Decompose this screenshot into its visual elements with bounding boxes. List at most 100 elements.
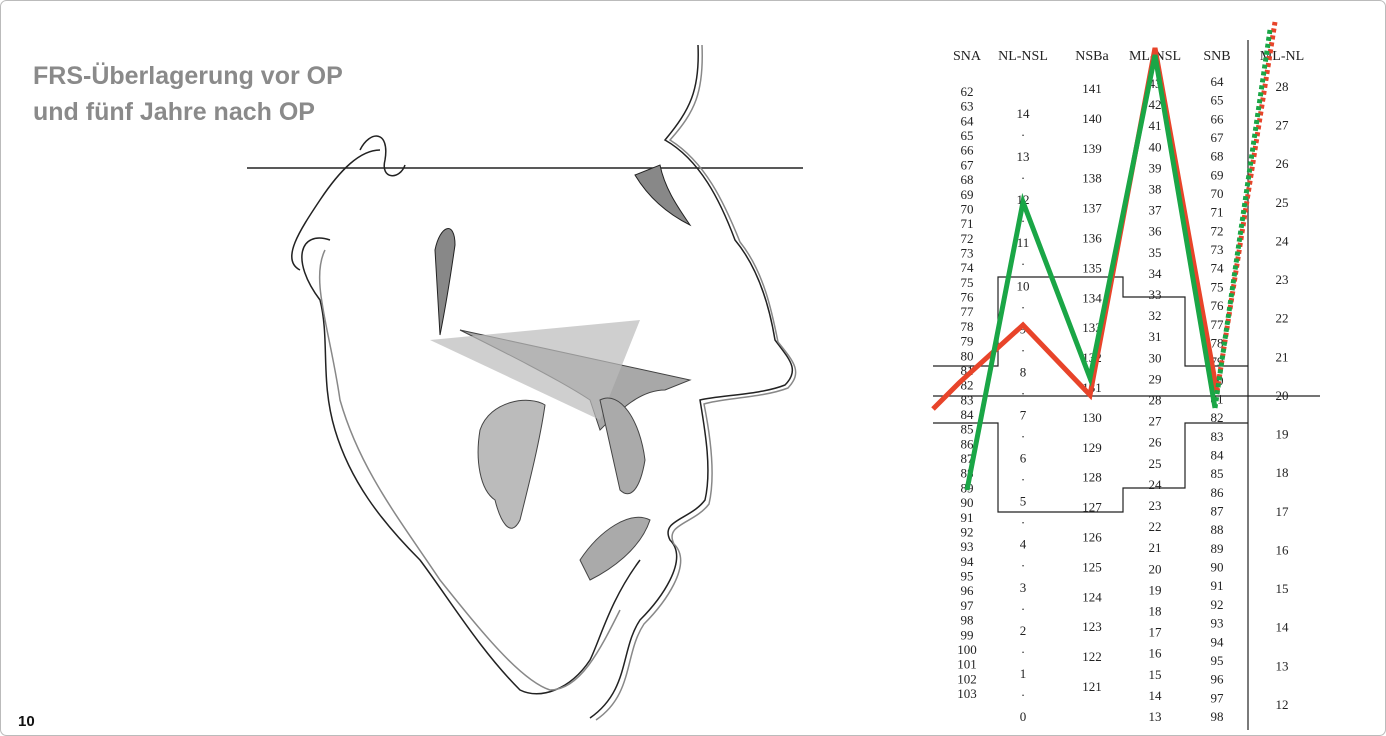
column-value: 17 bbox=[1276, 504, 1290, 519]
column-value: 91 bbox=[1211, 578, 1224, 593]
title-line: und fünf Jahre nach OP bbox=[33, 98, 315, 126]
column-value: · bbox=[1021, 386, 1025, 401]
column-value: 0 bbox=[1020, 709, 1027, 724]
title-line: FRS-Überlagerung vor OP bbox=[33, 61, 343, 90]
column-value: 134 bbox=[1082, 290, 1102, 305]
column-value: 75 bbox=[961, 275, 974, 290]
column-value: 2 bbox=[1020, 623, 1027, 638]
column-value: 7 bbox=[1020, 407, 1027, 422]
column-value: 14 bbox=[1017, 106, 1031, 121]
column-value: 17 bbox=[1149, 625, 1163, 640]
column-value: 94 bbox=[1211, 634, 1225, 649]
column-value: 62 bbox=[961, 84, 974, 99]
column-value: · bbox=[1021, 687, 1025, 702]
column-value: 93 bbox=[1211, 616, 1224, 631]
column-value: 70 bbox=[1211, 186, 1224, 201]
column-value: 63 bbox=[961, 99, 974, 114]
column-value: 23 bbox=[1149, 498, 1162, 513]
column-value: 86 bbox=[961, 436, 975, 451]
column-value: 96 bbox=[1211, 672, 1225, 687]
column-value: 33 bbox=[1149, 287, 1162, 302]
column-value: · bbox=[1021, 472, 1025, 487]
column-value: 126 bbox=[1082, 529, 1102, 544]
column-value: 1 bbox=[1020, 666, 1027, 681]
column-header: SNA bbox=[953, 49, 982, 64]
column-value: 83 bbox=[1211, 429, 1224, 444]
column-value: 95 bbox=[961, 569, 974, 584]
column-value: 13 bbox=[1017, 149, 1030, 164]
column-value: 20 bbox=[1276, 388, 1289, 403]
column-value: 3 bbox=[1020, 580, 1027, 595]
column-value: 15 bbox=[1149, 667, 1162, 682]
figure-number: 10 bbox=[18, 713, 35, 730]
column-value: 123 bbox=[1082, 619, 1102, 634]
column-value: 38 bbox=[1149, 181, 1162, 196]
column-value: 100 bbox=[957, 642, 977, 657]
column-value: 78 bbox=[961, 319, 974, 334]
column-value: 24 bbox=[1149, 477, 1163, 492]
column-value: 23 bbox=[1276, 272, 1289, 287]
column-value: 83 bbox=[961, 392, 974, 407]
column-value: 125 bbox=[1082, 559, 1102, 574]
column-value: 28 bbox=[1149, 392, 1162, 407]
column-value: 73 bbox=[961, 245, 974, 260]
column-value: 80 bbox=[961, 348, 974, 363]
column-value: 90 bbox=[1211, 560, 1224, 575]
column-value: · bbox=[1021, 558, 1025, 573]
column-value: 41 bbox=[1149, 118, 1162, 133]
column-value: 8 bbox=[1020, 364, 1027, 379]
column-value: 25 bbox=[1276, 195, 1289, 210]
column-value: 99 bbox=[961, 627, 974, 642]
column-value: 129 bbox=[1082, 440, 1102, 455]
column-value: 86 bbox=[1211, 485, 1225, 500]
column-value: 13 bbox=[1276, 658, 1289, 673]
column-value: 24 bbox=[1276, 233, 1290, 248]
column-value: 14 bbox=[1276, 620, 1290, 635]
column-value: · bbox=[1021, 257, 1025, 272]
page: FRS-Überlagerung vor OP und fünf Jahre n… bbox=[0, 0, 1386, 736]
column-value: 37 bbox=[1149, 203, 1163, 218]
column-value: 40 bbox=[1149, 139, 1162, 154]
column-value: 31 bbox=[1149, 329, 1162, 344]
column-value: 16 bbox=[1149, 646, 1163, 661]
column-value: 69 bbox=[1211, 167, 1224, 182]
column-value: 22 bbox=[1276, 311, 1289, 326]
column-value: 15 bbox=[1276, 581, 1289, 596]
column-value: 135 bbox=[1082, 260, 1102, 275]
column-value: 84 bbox=[1211, 448, 1225, 463]
column-value: · bbox=[1021, 429, 1025, 444]
column-value: 141 bbox=[1082, 81, 1102, 96]
column-value: 67 bbox=[961, 157, 975, 172]
column-value: 82 bbox=[1211, 410, 1224, 425]
column-value: 70 bbox=[961, 201, 974, 216]
column-value: 76 bbox=[1211, 298, 1225, 313]
column-value: 10 bbox=[1017, 278, 1030, 293]
column-value: 36 bbox=[1149, 224, 1163, 239]
column-header: NL-NSL bbox=[998, 49, 1048, 64]
column-header: NSBa bbox=[1075, 49, 1109, 64]
column-header: SNB bbox=[1203, 49, 1230, 64]
column-value: 96 bbox=[961, 583, 975, 598]
column-value: 12 bbox=[1276, 697, 1289, 712]
column-value: 13 bbox=[1149, 709, 1162, 724]
column-value: 69 bbox=[961, 187, 974, 202]
column-value: 97 bbox=[961, 598, 975, 613]
column-value: 97 bbox=[1211, 690, 1225, 705]
column-value: 128 bbox=[1082, 470, 1102, 485]
column-value: 92 bbox=[961, 524, 974, 539]
column-value: 91 bbox=[961, 510, 974, 525]
column-value: 22 bbox=[1149, 519, 1162, 534]
column-value: 130 bbox=[1082, 410, 1102, 425]
column-value: 121 bbox=[1082, 679, 1102, 694]
column-value: 98 bbox=[961, 613, 974, 628]
column-value: 90 bbox=[961, 495, 974, 510]
column-value: 20 bbox=[1149, 561, 1162, 576]
column-value: 101 bbox=[957, 657, 977, 672]
column-value: 140 bbox=[1082, 111, 1102, 126]
column-value: 21 bbox=[1149, 540, 1162, 555]
column-value: · bbox=[1021, 171, 1025, 186]
column-value: · bbox=[1021, 300, 1025, 315]
column-value: 16 bbox=[1276, 542, 1290, 557]
column-value: 72 bbox=[1211, 223, 1224, 238]
column-value: 25 bbox=[1149, 456, 1162, 471]
